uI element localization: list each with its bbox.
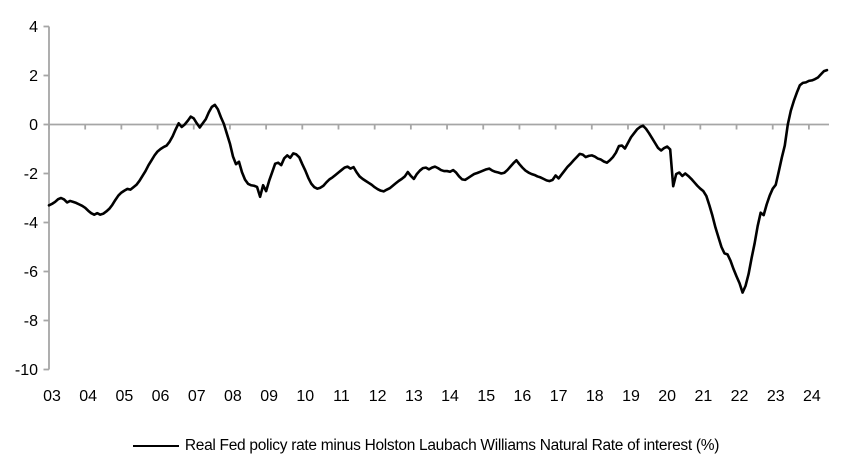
x-axis-tick-label: 14 [441,388,459,405]
x-axis-tick-label: 17 [550,388,568,405]
x-axis-tick-label: 18 [586,388,604,405]
x-axis-tick-label: 05 [115,388,133,405]
x-axis-tick-label: 13 [405,388,423,405]
x-axis-tick-label: 22 [731,388,749,405]
y-axis-tick-label: 4 [29,19,38,36]
y-axis-tick-label: -10 [15,362,38,379]
x-axis-tick-label: 06 [152,388,170,405]
x-axis-tick-label: 04 [79,388,97,405]
legend-line-sample [132,445,179,447]
y-axis-tick-label: 0 [29,117,38,134]
x-axis-tick-label: 21 [694,388,712,405]
data-series-line [47,68,829,294]
x-axis-tick-label: 09 [260,388,278,405]
y-axis-tick-label: -4 [24,215,38,232]
x-axis-tick-label: 03 [43,388,61,405]
x-axis-tick-label: 19 [622,388,640,405]
x-axis-tick-label: 20 [658,388,676,405]
x-axis-tick-label: 24 [803,388,821,405]
x-axis-tick-label: 08 [224,388,242,405]
x-axis-tick-label: 10 [296,388,314,405]
x-axis-tick-label: 15 [477,388,495,405]
legend: Real Fed policy rate minus Holston Lauba… [0,433,852,459]
y-axis-tick-label: -6 [24,264,38,281]
y-axis-tick-label: -8 [24,313,38,330]
x-axis-tick-label: 23 [767,388,785,405]
x-axis-tick-label: 07 [188,388,206,405]
y-axis-tick-label: -2 [24,166,38,183]
x-axis-tick-label: 12 [369,388,387,405]
x-axis-tick-label: 16 [514,388,532,405]
legend-label: Real Fed policy rate minus Holston Lauba… [184,437,720,454]
y-axis-tick-label: 2 [29,68,38,85]
x-axis-tick-label: 11 [333,388,350,405]
